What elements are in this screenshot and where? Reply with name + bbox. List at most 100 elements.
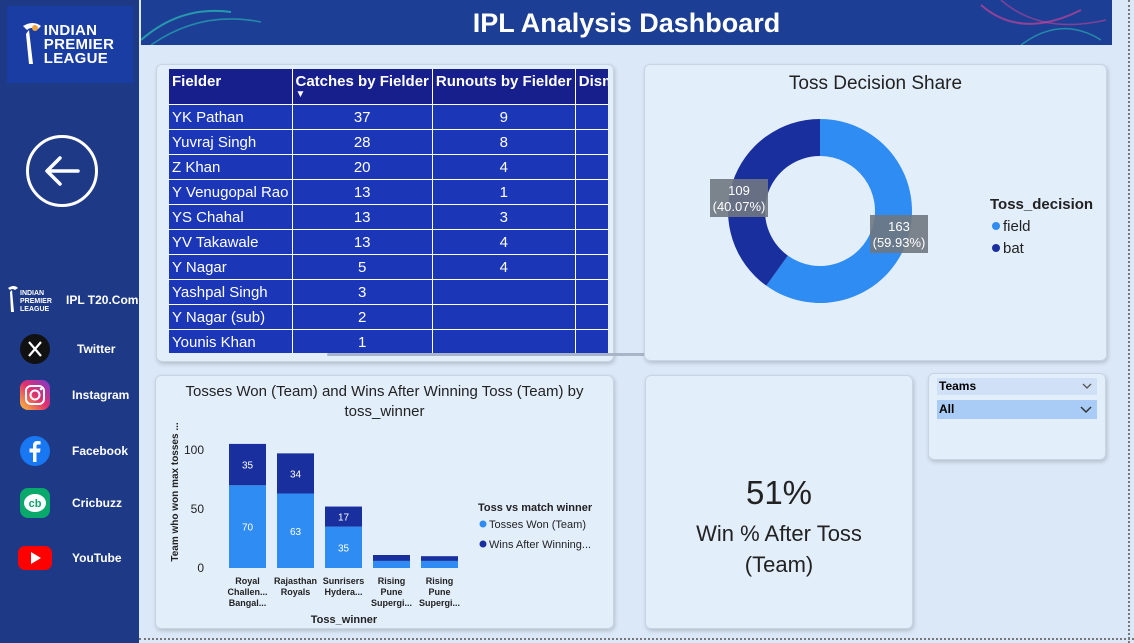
social-link-twitter[interactable]: Twitter: [0, 329, 139, 369]
social-label-youtube: YouTube: [72, 551, 122, 565]
bar-wins-after-toss: [325, 506, 362, 527]
cell-dismissals: [575, 104, 608, 130]
cell-fielder: Y Nagar: [169, 254, 293, 280]
bar-tosses-won: [229, 485, 266, 568]
toss-decision-card: Toss Decision Share 163 (59.93%) 109 (40.07…: [644, 64, 1107, 361]
x-tick-label: Royals: [281, 587, 311, 597]
bar-wins-after-toss: [421, 556, 458, 561]
social-link-facebook[interactable]: Facebook: [0, 431, 139, 471]
chevron-down-icon: [1080, 406, 1092, 414]
table-row[interactable]: YK Pathan 37 9: [169, 104, 608, 130]
sidebar: INDIAN PREMIER LEAGUE INDIAN PREMIER LEA…: [0, 0, 139, 643]
page-border-right: [1128, 0, 1130, 643]
chevron-down-icon: [1082, 383, 1092, 389]
x-tick-label: Rajasthan: [274, 576, 317, 586]
donut-label-value: 163: [888, 219, 910, 234]
mini-logo-line-2: PREMIER: [20, 298, 52, 305]
cell-runouts: 9: [432, 104, 576, 130]
donut-label-box-field: [870, 215, 928, 253]
social-link-cricbuzz[interactable]: cb Cricbuzz: [0, 483, 139, 523]
bar-tosses-won: [325, 526, 362, 568]
x-tick-label: Supergi...: [419, 598, 460, 608]
cell-dismissals: [575, 179, 608, 205]
cell-fielder: Z Khan: [169, 154, 293, 180]
facebook-icon: [18, 434, 52, 468]
donut-slice-bat: [728, 119, 820, 286]
table-row[interactable]: Z Khan 20 4: [169, 154, 608, 180]
cricbuzz-icon: cb: [18, 486, 52, 520]
x-tick-label: Rising: [378, 576, 406, 586]
kpi-label: Win % After Toss (Team): [696, 521, 862, 577]
social-label-ipl: IPL T20.Com: [66, 293, 139, 307]
y-tick-label: 100: [184, 443, 204, 457]
cell-catches: 37: [292, 104, 433, 130]
bar-data-label: 35: [338, 543, 350, 554]
col-header-fielder[interactable]: Fielder: [169, 69, 293, 105]
mini-logo-line-1: INDIAN: [20, 290, 44, 297]
donut-slice-field: [766, 119, 912, 303]
slicer-header[interactable]: Teams: [937, 378, 1097, 395]
cell-catches: 13: [292, 229, 433, 255]
cell-dismissals: [575, 329, 608, 353]
bar-wins-after-toss: [229, 443, 266, 486]
fielders-table-card: Fielder Catches by Fielder ▼ Runouts by F…: [156, 64, 672, 362]
table-row[interactable]: YV Takawale 13 4: [169, 229, 608, 255]
page-border-bottom: [139, 638, 1134, 640]
cell-fielder: YS Chahal: [169, 204, 293, 230]
bar-data-label: 17: [338, 513, 350, 524]
x-tick-label: Challen...: [227, 587, 267, 597]
cell-runouts: 4: [432, 154, 576, 180]
bar-tosses-won: [421, 560, 458, 568]
table-row[interactable]: Younis Khan 1: [169, 329, 608, 353]
cell-dismissals: [575, 154, 608, 180]
instagram-icon: [18, 378, 52, 412]
mini-logo-line-3: LEAGUE: [20, 306, 50, 313]
x-axis-label: Toss_winner: [311, 614, 378, 626]
cell-runouts: 1: [432, 179, 576, 205]
fielders-table: Fielder Catches by Fielder ▼ Runouts by F…: [169, 69, 608, 353]
svg-text:cb: cb: [29, 498, 42, 510]
donut-label-box-bat: [710, 179, 768, 217]
cell-dismissals: [575, 254, 608, 280]
slicer-dropdown[interactable]: All: [937, 400, 1097, 419]
table-row[interactable]: Yashpal Singh 3: [169, 279, 608, 305]
social-link-ipl[interactable]: INDIAN PREMIER LEAGUE IPL T20.Com: [0, 280, 139, 320]
table-row[interactable]: Y Nagar (sub) 2: [169, 304, 608, 330]
x-tick-label: Bangal...: [229, 598, 267, 608]
social-link-instagram[interactable]: Instagram: [0, 375, 139, 415]
cell-dismissals: [575, 304, 608, 330]
table-row[interactable]: Yuvraj Singh 28 8: [169, 129, 608, 155]
table-row[interactable]: Y Nagar 5 4: [169, 254, 608, 280]
bar-chart: Team who won max tosses ... 0 50 100 70 35 Roy…: [170, 422, 593, 626]
youtube-icon: [18, 541, 52, 575]
bar-data-label: 70: [242, 523, 254, 534]
cell-catches: 5: [292, 254, 433, 280]
y-tick-label: 0: [197, 561, 204, 575]
x-tick-label: Hydera...: [324, 587, 362, 597]
back-button[interactable]: [26, 135, 98, 207]
logo-line-1: INDIAN: [43, 21, 98, 39]
donut-chart: 163(59.93%) 109(40.07%) Toss_decisionfield…: [710, 119, 1093, 303]
horizontal-scrollbar[interactable]: [327, 353, 672, 356]
y-axis-label: Team who won max tosses ...: [170, 422, 181, 562]
y-tick-label: 50: [191, 502, 205, 516]
cell-runouts: [432, 279, 576, 305]
bar-legend-item: Tosses Won (Team): [489, 519, 586, 531]
social-label-facebook: Facebook: [72, 444, 129, 458]
bar-tosses-won: [373, 560, 410, 568]
table-row[interactable]: Y Venugopal Rao 13 1: [169, 179, 608, 205]
cell-runouts: 3: [432, 204, 576, 230]
col-header-dismissals[interactable]: Dism: [575, 69, 608, 105]
table-row[interactable]: YS Chahal 13 3: [169, 204, 608, 230]
social-link-youtube[interactable]: YouTube: [0, 538, 139, 578]
x-tick-label: Sunrisers: [323, 576, 365, 586]
col-header-runouts[interactable]: Runouts by Fielder: [432, 69, 576, 105]
x-tick-label: Pune: [428, 587, 450, 597]
batsman-logo-icon: [23, 23, 41, 64]
x-tick-label: Supergi...: [371, 598, 412, 608]
bar-wins-after-toss: [277, 453, 314, 494]
cell-fielder: YK Pathan: [169, 104, 293, 130]
col-header-catches[interactable]: Catches by Fielder ▼: [292, 69, 433, 105]
cell-fielder: Yashpal Singh: [169, 279, 293, 305]
sort-desc-icon: ▼: [295, 89, 306, 100]
